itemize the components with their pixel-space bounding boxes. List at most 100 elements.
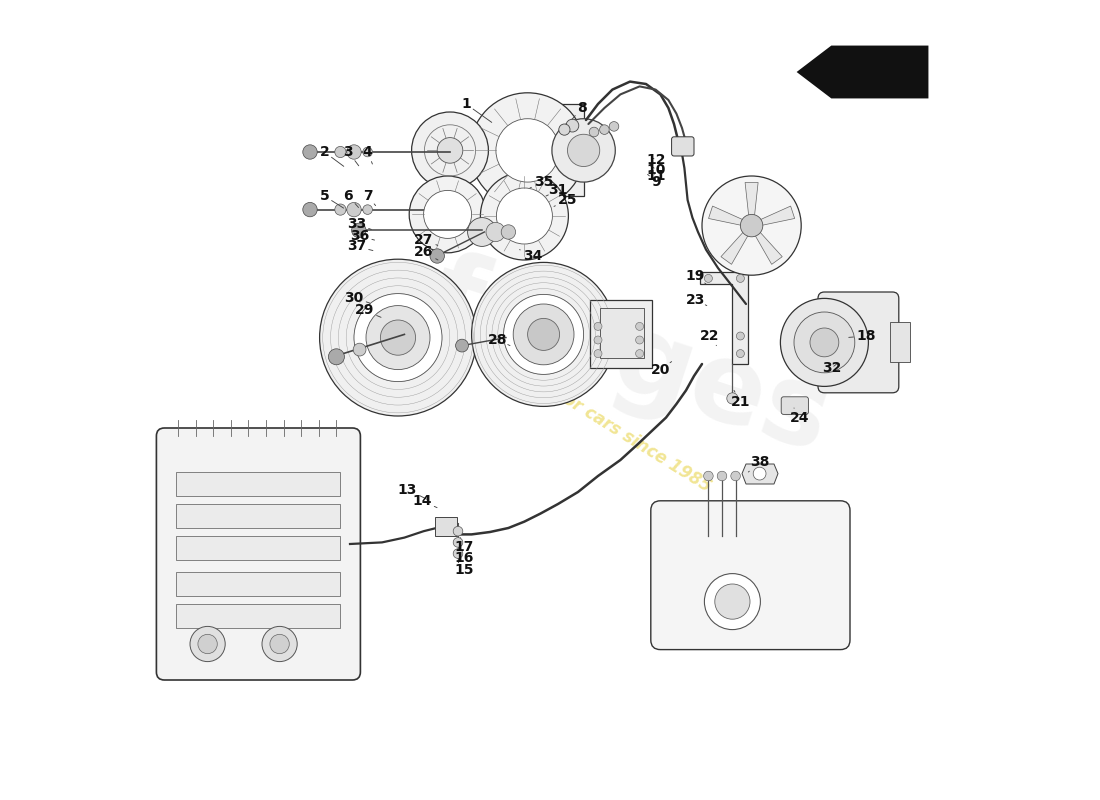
Circle shape [704,471,713,481]
Text: 10: 10 [647,162,667,177]
Polygon shape [755,231,782,264]
Text: 30: 30 [344,290,370,305]
Circle shape [594,350,602,358]
Circle shape [594,322,602,330]
Circle shape [736,274,745,282]
Circle shape [353,343,366,356]
Circle shape [470,93,585,208]
Text: 14: 14 [412,494,437,508]
Circle shape [552,118,615,182]
Circle shape [636,350,644,358]
Text: 29: 29 [354,303,381,318]
Circle shape [780,298,868,386]
Polygon shape [798,46,927,98]
Polygon shape [701,272,748,364]
Circle shape [190,626,226,662]
Circle shape [730,471,740,481]
Circle shape [794,312,855,373]
Text: 28: 28 [488,333,510,347]
Circle shape [504,294,584,374]
Bar [176,604,340,628]
Text: 25: 25 [554,193,578,207]
Circle shape [430,249,444,263]
Circle shape [424,190,472,238]
Circle shape [352,223,366,238]
Text: 11: 11 [647,169,667,183]
Text: 6: 6 [343,189,359,207]
Text: 36: 36 [350,229,374,243]
Circle shape [594,336,602,344]
Text: 33: 33 [346,217,372,231]
Circle shape [363,147,373,157]
Circle shape [409,176,486,253]
Circle shape [329,349,344,365]
Circle shape [302,145,317,159]
Circle shape [411,112,488,189]
Circle shape [334,146,346,158]
Circle shape [270,634,289,654]
Circle shape [496,118,559,182]
Circle shape [736,350,745,358]
Text: 1: 1 [461,97,492,122]
Circle shape [702,176,801,275]
Circle shape [704,574,760,630]
Circle shape [727,393,738,404]
Bar [890,322,910,362]
Text: 19: 19 [686,269,706,284]
Text: 4: 4 [363,145,373,164]
Text: 24: 24 [790,408,810,425]
FancyBboxPatch shape [156,428,361,680]
Text: 7: 7 [363,189,375,206]
Circle shape [496,188,552,244]
Circle shape [262,626,297,662]
Text: 8: 8 [572,101,587,119]
Circle shape [481,172,569,260]
Text: 20: 20 [651,362,672,377]
FancyBboxPatch shape [818,292,899,393]
Text: 26: 26 [414,245,438,260]
Circle shape [363,205,373,214]
Circle shape [346,202,361,217]
FancyBboxPatch shape [672,137,694,156]
FancyBboxPatch shape [781,397,808,414]
Polygon shape [742,464,778,484]
Text: 15: 15 [454,558,474,577]
Circle shape [736,332,745,340]
Text: 32: 32 [822,361,842,375]
Circle shape [198,634,218,654]
Circle shape [715,584,750,619]
Bar [434,517,458,536]
Circle shape [453,538,463,547]
Circle shape [636,322,644,330]
Text: 35: 35 [530,174,553,189]
Circle shape [566,119,579,132]
Text: 31: 31 [546,183,568,198]
Text: 34: 34 [519,249,542,263]
Bar [176,536,340,560]
Text: 16: 16 [454,549,474,566]
Circle shape [636,336,644,344]
Circle shape [810,328,839,357]
Circle shape [609,122,619,131]
Text: 12: 12 [647,153,667,167]
Circle shape [568,134,600,166]
Circle shape [468,218,496,246]
Text: a passion for cars since 1985: a passion for cars since 1985 [473,336,715,496]
Text: 22: 22 [701,329,719,346]
Text: 3: 3 [343,145,359,166]
Text: 5: 5 [319,189,343,208]
Text: 38: 38 [748,455,769,472]
Polygon shape [720,231,748,264]
Bar [590,300,652,368]
Circle shape [455,339,469,352]
Circle shape [559,124,570,135]
FancyBboxPatch shape [651,501,850,650]
Circle shape [740,214,762,237]
Circle shape [754,467,766,480]
Circle shape [704,274,713,282]
Text: 18: 18 [849,329,876,343]
Bar [600,308,643,358]
Text: 23: 23 [686,293,707,307]
Text: 17: 17 [454,538,474,554]
Circle shape [486,222,505,242]
